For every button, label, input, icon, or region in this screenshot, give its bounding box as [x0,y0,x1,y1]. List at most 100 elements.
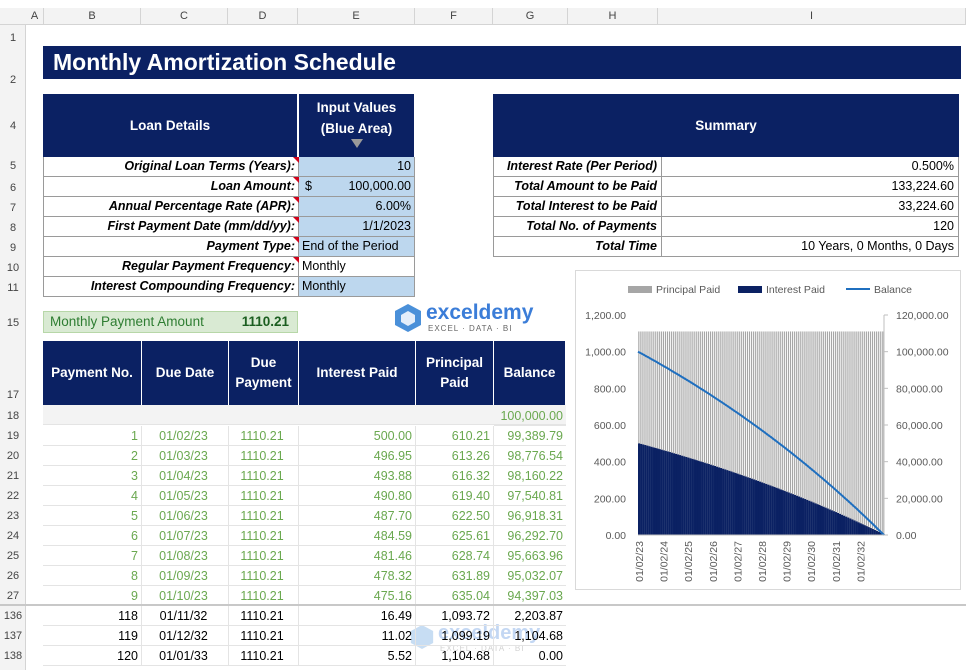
interest-bar [773,486,776,535]
row-number-19[interactable]: 19 [6,430,20,442]
principal-bar [724,331,726,470]
principal-bar [814,331,816,504]
row-number-18[interactable]: 18 [6,410,20,422]
interest-bar [785,491,788,535]
principal-bar [876,331,878,531]
row-number-136[interactable]: 136 [3,610,23,622]
row-number-17[interactable]: 17 [6,389,20,401]
interest-bar [722,468,725,535]
schedule-cell-pay: 1110.21 [229,426,299,446]
schedule-cell-pay: 1110.21 [229,446,299,466]
interest-bar [857,522,860,535]
row-number-23[interactable]: 23 [6,510,20,522]
y-right-tick-label: 60,000.00 [896,420,943,432]
row-number-137[interactable]: 137 [3,630,23,642]
row-number-24[interactable]: 24 [6,530,20,542]
loan-value-0[interactable]: 10 [293,157,415,177]
comment-indicator-icon[interactable] [293,237,299,243]
interest-bar [660,449,663,535]
y-left-tick-label: 0.00 [606,530,627,542]
interest-bar [672,453,675,535]
row-number-9[interactable]: 9 [9,242,17,254]
row-number-11[interactable]: 11 [7,282,19,294]
column-header-bar [0,8,966,25]
schedule-cell-int: 475.16 [299,586,416,606]
row-number-7[interactable]: 7 [9,202,17,214]
comment-indicator-icon[interactable] [293,177,299,183]
loan-value-text: 100,000.00 [348,179,411,193]
loan-value-4[interactable]: End of the Period [293,237,415,257]
schedule-cell-date: 01/12/32 [142,626,229,646]
row-number-5[interactable]: 5 [9,160,17,172]
schedule-cell-int: 478.32 [299,566,416,586]
interest-bar [863,525,866,535]
column-header-c[interactable]: C [141,8,228,25]
summary-label-3: Total No. of Payments [493,217,662,237]
column-header-h[interactable]: H [568,8,658,25]
loan-value-1[interactable]: $100,000.00 [293,177,415,197]
principal-bar [796,331,798,496]
interest-bar [879,532,883,535]
row-number-2[interactable]: 2 [9,74,17,86]
row-number-22[interactable]: 22 [6,490,20,502]
principal-bar [732,331,734,473]
interest-bar [836,512,839,535]
schedule-cell-no: 9 [43,586,142,606]
loan-value-2[interactable]: 6.00% [293,197,415,217]
comment-indicator-icon[interactable] [293,217,299,223]
principal-bar [748,331,751,478]
row-number-27[interactable]: 27 [6,590,20,602]
loan-value-5[interactable]: Monthly [293,257,415,277]
column-header-a[interactable]: A [26,8,44,25]
comment-indicator-icon[interactable] [293,257,299,263]
column-header-g[interactable]: G [493,8,568,25]
principal-bar [701,331,703,463]
comment-indicator-icon[interactable] [293,157,299,163]
row-number-10[interactable]: 10 [6,262,20,274]
column-header-i[interactable]: I [658,8,966,25]
column-header-f[interactable]: F [415,8,493,25]
column-header-d[interactable]: D [228,8,298,25]
principal-bar [638,331,640,444]
filter-arrow-icon[interactable] [350,139,363,148]
comment-indicator-icon[interactable] [293,197,299,203]
principal-bar [855,331,857,522]
loan-value-6[interactable]: Monthly [298,277,415,297]
y-left-tick-label: 1,200.00 [585,310,626,322]
principal-bar [757,331,759,481]
principal-bar [798,331,800,497]
interest-bar [861,524,864,535]
interest-bar [740,475,743,535]
interest-bar [810,501,813,535]
row-number-26[interactable]: 26 [6,570,20,582]
principal-bar [867,331,869,528]
principal-bar [820,331,822,506]
interest-bar [752,479,755,535]
row-number-20[interactable]: 20 [6,450,20,462]
row-number-25[interactable]: 25 [6,550,20,562]
principal-bar [763,331,765,484]
loan-value-3[interactable]: 1/1/2023 [293,217,415,237]
principal-bar [720,331,722,469]
column-header-e[interactable]: E [298,8,415,25]
row-number-1[interactable]: 1 [9,32,17,44]
schedule-cell-prin: 635.04 [416,586,494,606]
principal-bar [712,331,714,466]
y-right-tick-label: 0.00 [896,530,917,542]
schedule-cell-no: 5 [43,506,142,526]
row-number-21[interactable]: 21 [6,470,20,482]
principal-bar [726,331,728,471]
principal-bar [863,331,865,526]
row-number-8[interactable]: 8 [9,222,17,234]
interest-bar [754,480,757,535]
row-number-15[interactable]: 15 [6,317,20,329]
interest-bar [711,465,714,535]
row-number-4[interactable]: 4 [9,120,17,132]
schedule-cell-int: 5.52 [299,646,416,666]
amortization-chart[interactable]: Principal Paid Interest Paid Balance 0.00 20… [575,270,961,590]
row-number-6[interactable]: 6 [9,182,17,194]
row-number-138[interactable]: 138 [3,650,23,662]
column-header-b[interactable]: B [44,8,141,25]
interest-bar [789,493,792,535]
interest-bar [812,502,815,535]
